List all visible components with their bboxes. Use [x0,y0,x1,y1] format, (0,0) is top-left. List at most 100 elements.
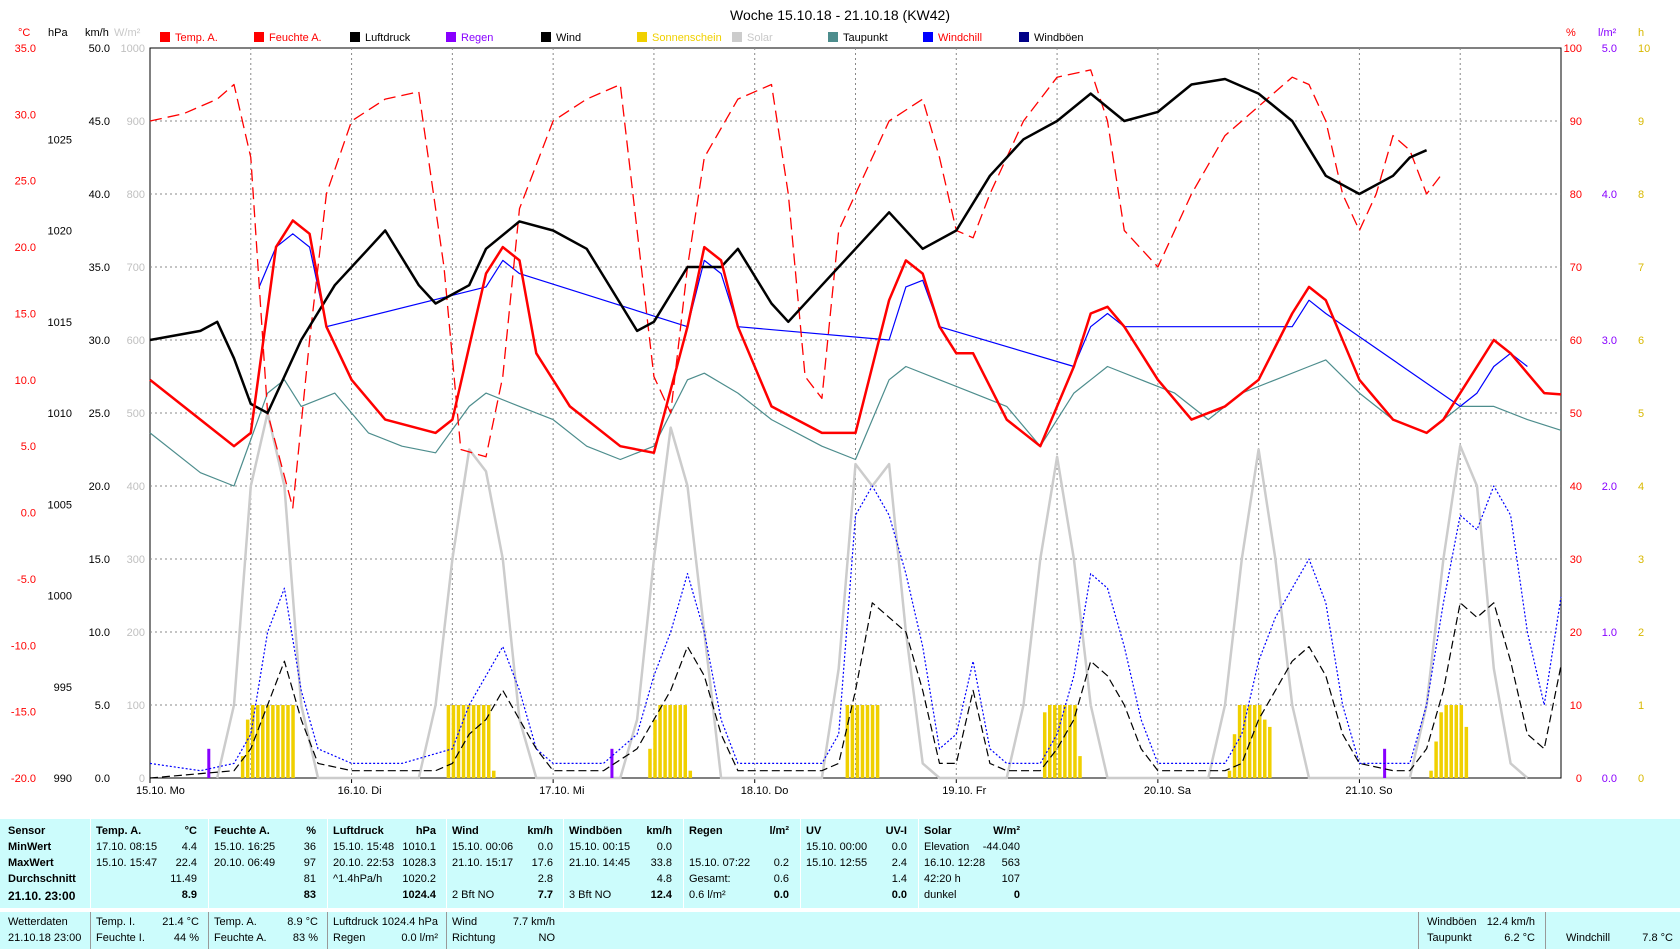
wind-row-value: 2.8 [537,873,553,885]
status-windchill: 7.8 °C [1642,932,1673,944]
sunshine-bar [1053,705,1057,778]
sunshine-bar [850,705,855,778]
sun-axis-tick-label: 8 [1638,189,1644,201]
legend-label: Wind [556,32,581,44]
legend-label: Windböen [1034,32,1084,44]
temp-unit: °C [184,825,197,837]
sunshine-bar [673,705,677,778]
col-uv: UV UV-I 15.10. 00:00 0.0 15.10. 12:55 2.4 1.4 0… [800,819,915,908]
luftdruck-unit: hPa [415,825,436,837]
status-feuchte-a-label: Feuchte A. [214,932,267,944]
wind-axis-tick-label: 5.0 [95,700,110,712]
sunshine-bar [1073,705,1077,778]
luftdruck-row-label: ^1.4hPa/h [333,873,383,885]
windchill-series [258,233,1528,407]
sunshine-bar [1227,770,1232,778]
windboeen-row-value: 0.0 [656,841,672,853]
chart-axes: 15.10. Mo 16.10. Di 17.10. Mi 18.10. Do 19.1… [11,27,1650,797]
sunshine-bar [1048,705,1052,778]
sunshine-bar [276,705,280,778]
status-wind: Wind 7.7 km/h Richtung NO [446,912,561,949]
rain-axis-tick-label: 5.0 [1602,43,1617,55]
uv-header: UV [806,825,822,837]
sun-axis-tick-label: 3 [1638,554,1644,566]
sunshine-bar [1063,705,1067,778]
solar-row-value: 563 [1001,857,1020,869]
humidity-axis-tick-label: 40 [1570,481,1582,493]
sunshine-bar [1454,705,1459,778]
status-pressure: Luftdruck 1024.4 hPa Regen 0.0 l/m² [327,912,444,949]
chart-legend: Temp. A. Feuchte A. Luftdruck Regen Wind Sonn… [160,32,1084,44]
sunshine-bar [261,705,265,778]
legend-label: Temp. A. [175,32,218,44]
feuchte-unit: % [306,825,316,837]
sunshine-bar [461,705,466,778]
status-taupunkt: 6.2 °C [1504,932,1535,944]
sunshine-bar [451,705,456,778]
legend-swatch [254,32,264,42]
solar-row-label: 16.10. 12:28 [924,857,986,869]
taupunkt-series [149,359,1562,487]
luftdruck-header: Luftdruck [333,825,384,837]
plot-area [149,69,1562,780]
sunshine-bar [855,705,860,778]
wind-axis-tick-label: 35.0 [89,262,110,274]
solar-row-value: 0 [1013,889,1020,901]
luftdruck-row-value: 1020.2 [402,873,436,885]
status-wind-label: Wind [452,916,478,928]
temp-axis-tick-label: 20.0 [15,242,36,254]
sunshine-bar [1068,705,1072,778]
sunshine-bar [1237,705,1242,778]
row-label-min: MinWert [8,841,52,853]
temp-row-label: 15.10. 15:47 [96,857,158,869]
wind-row-label: 21.10. 15:17 [452,857,514,869]
feuchte-row-value: 83 [303,889,316,901]
regen-header: Regen [689,825,723,837]
sun-axis-tick-label: 10 [1638,43,1650,55]
sunshine-bar [1464,726,1469,778]
status-feuchte-i-label: Feuchte I. [96,932,145,944]
wind-axis-tick-label: 40.0 [89,189,110,201]
solar-unit: W/m² [993,825,1020,837]
wind-axis-tick-label: 0.0 [95,773,110,785]
solar-axis-tick-label: 100 [127,700,145,712]
solar-series [215,411,1529,780]
humidity-axis-tick-label: 60 [1570,335,1582,347]
sunshine-bar [1459,705,1464,778]
sunshine-bar [678,705,682,778]
status-windchill: Windchill 7.8 °C [1545,912,1680,949]
col-wind: Wind km/h 15.10. 00:06 0.0 21.10. 15:17 17.6 2… [446,819,561,908]
wind-unit: km/h [527,825,553,837]
rain-axis-tick-label: 4.0 [1602,189,1617,201]
status-windboeen: 12.4 km/h [1486,916,1535,928]
solar-row-label: 42:20 h [924,873,961,885]
luftdruck-row-label: 20.10. 22:53 [333,857,395,869]
sun-axis-tick-label: 1 [1638,700,1644,712]
status-luftdruck-label: Luftdruck [333,916,379,928]
uv-row-value: 0.0 [891,841,907,853]
regen-unit: l/m² [769,825,789,837]
legend-swatch [828,32,838,42]
status-label: Wetterdaten [8,916,68,928]
solar-axis-tick-label: 200 [127,627,145,639]
windboeen-unit: km/h [646,825,672,837]
temp-axis-tick-label: 0.0 [21,508,36,520]
windboeen-row-label: 15.10. 00:15 [569,841,631,853]
sunshine-bar [653,719,657,778]
sunshine-bar [1232,734,1237,778]
wind-row-label: 2 Bft NO [452,889,495,901]
humidity-axis-tick-label: 50 [1570,408,1582,420]
wind-row-value: 0.0 [537,841,553,853]
legend-label: Sonnenschein [652,32,722,44]
sunshine-bar [860,705,865,778]
pressure-axis-tick-label: 1010 [48,408,72,420]
solar-axis-tick-label: 300 [127,554,145,566]
sunshine-bar [476,705,481,778]
humidity-axis-tick-label: 100 [1564,43,1582,55]
wind-series [149,602,1562,779]
status-outdoor: Temp. A. 8.9 °C Feuchte A. 83 % [208,912,324,949]
legend-swatch [541,32,551,42]
temp-axis-tick-label: -20.0 [11,773,36,785]
row-label-current: 21.10. 23:00 [8,889,76,903]
legend-label: Luftdruck [365,32,411,44]
